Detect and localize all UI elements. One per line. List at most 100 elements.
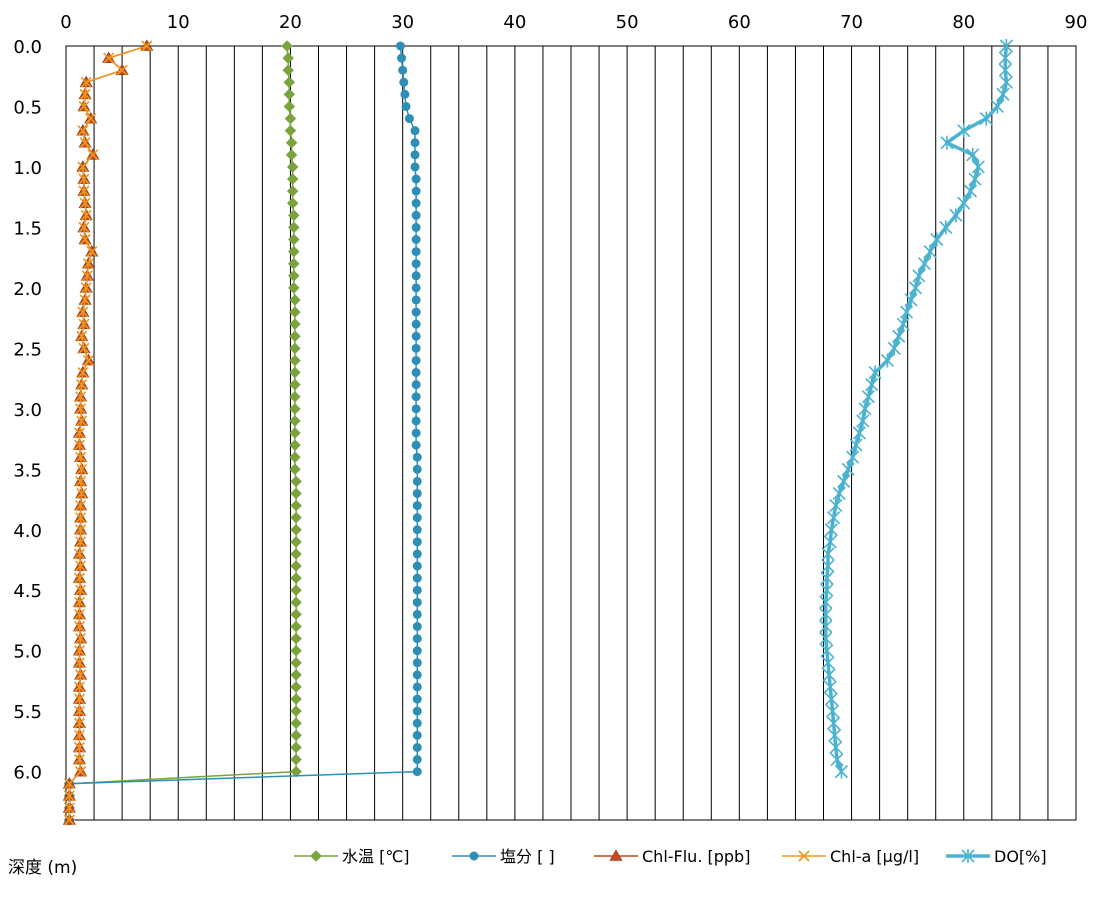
data-point [411,259,421,269]
data-point [287,233,300,246]
plot-frame [65,45,1077,821]
data-point [289,294,301,306]
data-point [75,451,87,463]
data-point [821,655,835,670]
data-point [77,366,89,379]
data-point [412,452,422,462]
data-point [412,670,422,680]
data-point [63,814,75,826]
data-point [923,244,937,259]
data-point [287,269,300,282]
legend-label: 塩分 [ ] [500,847,555,866]
data-point [73,693,86,705]
data-point [75,499,87,512]
data-point [283,88,296,101]
data-point [290,487,302,500]
data-point [73,645,86,657]
data-point [412,549,422,559]
data-point [286,173,299,185]
data-point [82,258,95,270]
data-point [289,378,301,391]
y-tick-label: 5.0 [13,642,42,663]
legend-marker [310,850,322,862]
legend-marker [469,851,479,861]
data-point [411,355,421,365]
data-point [78,221,90,233]
data-point [411,319,421,329]
data-point [822,667,836,682]
data-point [400,89,410,99]
data-point [998,51,1012,66]
data-point [410,126,420,136]
data-point [76,487,88,500]
data-point [395,41,405,51]
data-point [411,186,421,196]
data-point [412,609,422,619]
data-point [73,439,86,451]
data-point [86,246,98,258]
data-point [411,368,421,378]
data-point [412,501,422,511]
y-tick-label: 0.5 [13,97,42,118]
data-point [287,245,300,258]
data-point [849,438,863,453]
data-point [82,354,95,367]
data-point [75,560,87,572]
series-4 [63,40,153,826]
data-point [282,52,295,64]
data-point [76,415,88,427]
series-2 [64,41,422,825]
data-point [285,148,298,161]
data-point [290,548,302,560]
y-tick-label: 6.0 [13,763,42,784]
data-point [819,619,833,634]
data-point [78,173,90,185]
data-point [73,596,86,608]
data-point [856,413,870,428]
data-point [80,76,92,88]
data-point [284,124,297,137]
data-point [411,307,421,317]
legend-marker [961,849,975,863]
legend-item: 水温 [℃] [294,847,410,866]
data-point [290,475,302,488]
data-point [85,112,97,125]
data-point [73,753,86,766]
data-point [412,718,422,728]
data-point [412,488,422,498]
y-tick-label: 3.5 [13,460,42,481]
data-point [411,404,421,414]
data-point [411,440,421,450]
data-point [827,716,841,731]
data-point [290,572,302,584]
data-point [289,415,301,427]
data-point [412,682,422,692]
data-point [286,197,299,210]
data-point [412,597,422,607]
data-point [411,380,421,390]
data-point [820,571,834,586]
data-point [290,511,302,524]
legend-item: Chl-Flu. [ppb] [594,847,750,866]
data-point [412,573,422,583]
x-tick-label: 60 [728,12,751,33]
data-point [290,632,302,645]
data-point [880,353,895,368]
data-point [979,111,993,126]
data-point [81,270,93,282]
x-tick-label: 80 [952,12,975,33]
data-point [398,65,408,75]
data-point [284,112,297,125]
data-point [286,185,299,197]
data-point [821,546,835,561]
data-point [996,87,1010,102]
series-1 [63,40,302,826]
data-point [77,161,89,173]
data-point [290,644,302,657]
data-point [289,427,301,439]
data-point [290,560,302,572]
data-point [999,75,1013,90]
data-point [290,693,302,705]
data-point [404,114,414,124]
